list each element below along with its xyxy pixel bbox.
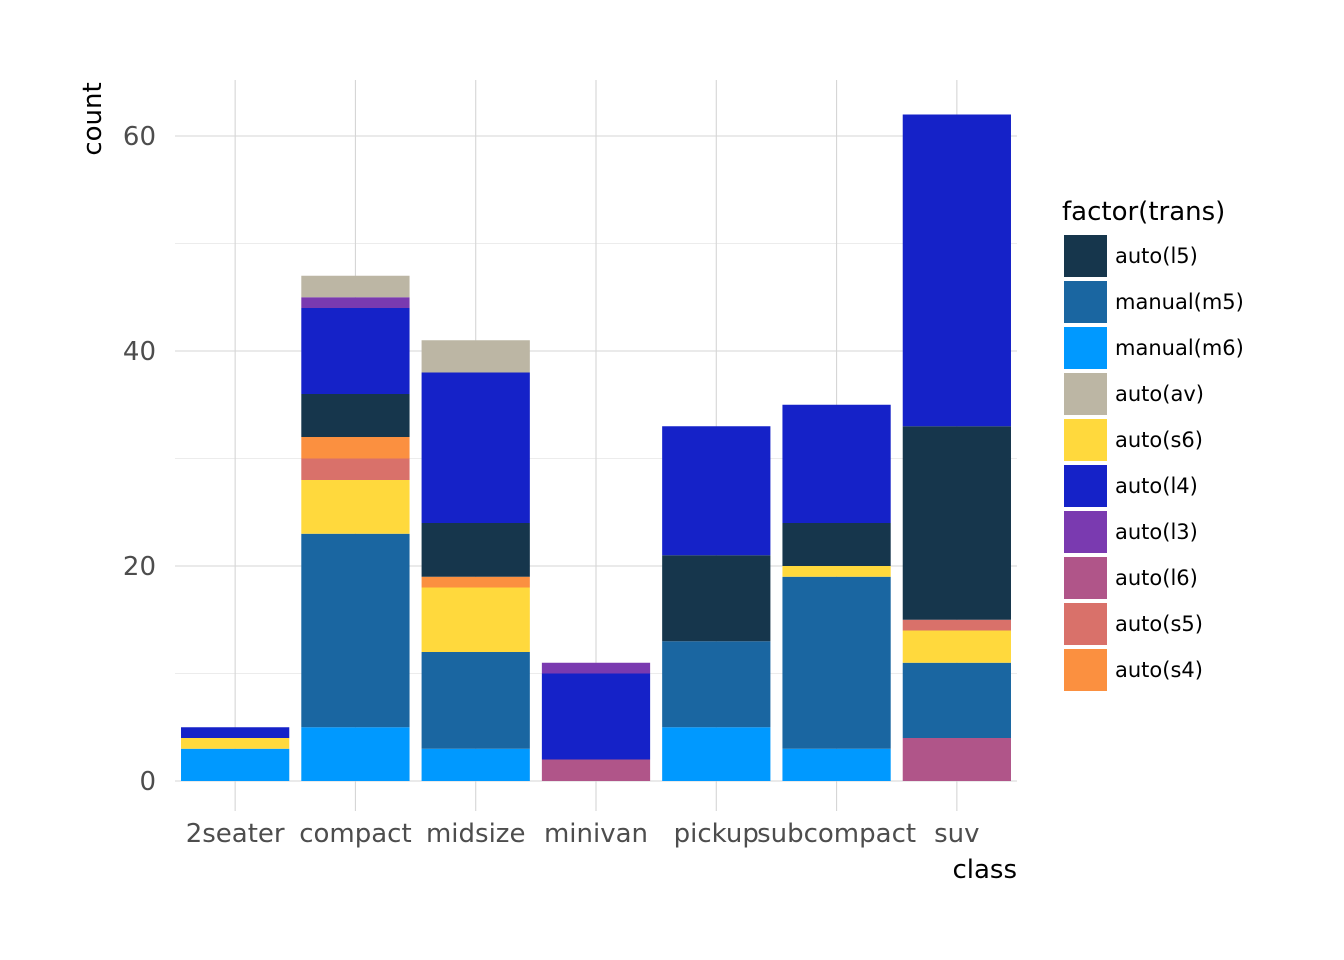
bar-segment-pickup-auto-l4 — [662, 426, 771, 556]
legend-swatch — [1064, 511, 1107, 553]
bar-segment-subcompact-auto-s6 — [782, 566, 891, 577]
bar-segment-minivan-auto-l4 — [541, 673, 651, 760]
legend-label: auto(s6) — [1115, 428, 1203, 452]
bar-segment-midsize-auto-l4 — [421, 372, 530, 523]
legend-swatch — [1064, 557, 1107, 599]
bar-segment-midsize-manual-m6 — [421, 748, 530, 781]
bar-segment-compact-auto-s6 — [301, 480, 410, 534]
y-tick-label: 20 — [123, 552, 156, 582]
legend-swatch — [1064, 419, 1107, 461]
y-axis-ticks: 0 20 40 60 — [123, 122, 156, 797]
x-tick-label: compact — [299, 819, 411, 849]
bar-segment-compact-manual-m6 — [301, 727, 410, 781]
bar-segment-suv-auto-s6 — [902, 630, 1011, 663]
x-tick-label: midsize — [426, 819, 525, 849]
bar-segment-suv-manual-m5 — [902, 662, 1011, 738]
bar-segment-pickup-manual-m6 — [662, 727, 771, 781]
bar-segment-midsize-manual-m5 — [421, 652, 530, 749]
bar-segment-compact-auto-av — [301, 275, 410, 298]
y-tick-label: 60 — [123, 122, 156, 152]
legend-label: auto(l4) — [1115, 474, 1198, 498]
legend-label: auto(l6) — [1115, 566, 1198, 590]
bar-segment-midsize-auto-av — [421, 340, 530, 373]
bar-segment-pickup-manual-m5 — [662, 641, 771, 728]
bar-segment-subcompact-auto-l5 — [782, 523, 891, 566]
bar-segment-pickup-auto-l5 — [662, 555, 771, 642]
x-tick-label: 2seater — [186, 819, 285, 849]
bar-segment-2seater-manual-m6 — [181, 748, 290, 781]
y-axis-title: count — [78, 82, 108, 155]
bar-segment-compact-auto-s5 — [301, 458, 410, 480]
x-tick-label: minivan — [544, 819, 648, 849]
legend-label: auto(s4) — [1115, 658, 1203, 682]
bar-segment-subcompact-manual-m6 — [782, 748, 891, 781]
bar-segment-minivan-auto-l3 — [541, 662, 651, 674]
x-axis-title: class — [952, 855, 1017, 885]
bar-segment-subcompact-auto-l4 — [782, 404, 891, 523]
x-axis-ticks: 2seater compact midsize minivan pickupsubcom… — [186, 819, 980, 849]
bar-segment-subcompact-manual-m5 — [782, 576, 891, 749]
bar-segment-minivan-auto-l6 — [541, 759, 651, 781]
y-tick-label: 0 — [139, 767, 156, 797]
bar-segment-compact-manual-m5 — [301, 533, 410, 728]
bar-segment-2seater-auto-l4 — [181, 727, 290, 738]
legend-swatch — [1064, 603, 1107, 645]
legend-label: auto(av) — [1115, 382, 1204, 406]
bar-segment-compact-auto-l3 — [301, 297, 410, 308]
legend-label: manual(m5) — [1115, 290, 1244, 314]
legend-swatch — [1064, 327, 1107, 369]
legend-label: manual(m6) — [1115, 336, 1244, 360]
legend-swatch — [1064, 465, 1107, 507]
legend-swatch — [1064, 649, 1107, 691]
bar-segment-compact-auto-s4 — [301, 437, 410, 459]
bar-segment-compact-auto-l5 — [301, 394, 410, 437]
bar-segment-compact-auto-l4 — [301, 308, 410, 394]
y-tick-label: 40 — [123, 337, 156, 367]
bar-segment-2seater-auto-s6 — [181, 738, 290, 749]
bar-segment-suv-auto-l4 — [902, 114, 1011, 427]
legend-swatch — [1064, 373, 1107, 415]
bars — [181, 114, 1011, 781]
bar-segment-midsize-auto-l5 — [421, 523, 530, 577]
bar-segment-suv-auto-l6 — [902, 738, 1011, 781]
x-tick-label: suv — [934, 819, 979, 849]
legend: factor(trans) auto(l5) manual(m5) manual(m… — [1062, 197, 1244, 691]
legend-title: factor(trans) — [1062, 197, 1225, 227]
legend-swatch — [1064, 281, 1107, 323]
bar-segment-suv-auto-s5 — [902, 619, 1011, 631]
bar-segment-midsize-auto-s6 — [421, 587, 530, 652]
x-tick-label: pickup — [674, 819, 759, 849]
legend-label: auto(l5) — [1115, 244, 1198, 268]
legend-swatch — [1064, 235, 1107, 277]
x-tick-label: subcompact — [757, 819, 916, 849]
legend-label: auto(l3) — [1115, 520, 1198, 544]
bar-segment-suv-auto-l5 — [902, 426, 1011, 620]
bar-segment-midsize-auto-s4 — [421, 576, 530, 588]
legend-label: auto(s5) — [1115, 612, 1203, 636]
